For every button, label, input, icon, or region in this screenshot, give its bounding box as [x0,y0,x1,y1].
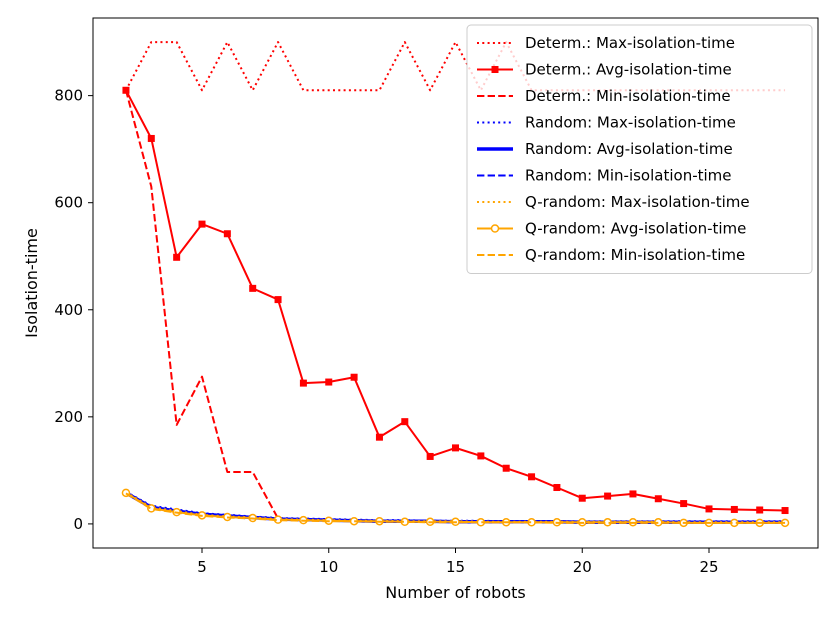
series-1-point-16 [528,473,536,481]
series-1-point-2 [173,253,181,261]
ticks-layer: 5 10 15 20 25 0 200 400 600 800 [54,87,718,576]
series-1-point-24 [730,505,738,513]
series-1-point-9 [350,373,358,381]
series-line-0 [125,41,786,92]
legend-item-3: Random: Max-isolation-time [477,114,736,132]
series-1-point-15 [502,464,510,472]
series-1-point-14 [477,452,485,460]
legend-item-4: Random: Avg-isolation-time [477,140,733,158]
x-tick-label-1: 10 [319,558,338,576]
y-tick-label-1: 200 [54,408,83,426]
y-tick-label-0: 0 [73,515,83,533]
series-0 [125,41,786,92]
y-tick-label-3: 600 [54,194,83,212]
series-1-point-22 [680,500,688,508]
series-8 [125,492,786,524]
series-1-point-10 [375,433,383,441]
series-1-point-3 [198,220,206,228]
series-1-point-1 [147,134,155,142]
series-1-point-20 [629,490,637,498]
series-1-point-19 [604,492,612,500]
legend-label-6: Q-random: Max-isolation-time [525,193,750,211]
y-tick-label-4: 800 [54,87,83,105]
series-1-point-5 [249,284,257,292]
series-1-point-26 [781,507,789,515]
x-tick-label-3: 20 [573,558,592,576]
series-line-8 [125,492,786,524]
x-tick-label-0: 5 [197,558,207,576]
series-1-point-23 [705,505,713,513]
legend-label-8: Q-random: Min-isolation-time [525,246,745,264]
series-1-point-4 [223,230,231,238]
legend-label-2: Determ.: Min-isolation-time [525,87,731,105]
legend-item-8: Q-random: Min-isolation-time [477,246,745,264]
y-axis-label: Isolation-time [22,228,41,338]
legend-box [466,24,813,274]
legend-item-1: Determ.: Avg-isolation-time [477,61,732,79]
series-1-point-21 [654,495,662,503]
y-tick-label-2: 400 [54,301,83,319]
series-1-point-8 [325,378,333,386]
legend-item-7: Q-random: Avg-isolation-time [477,220,746,238]
x-tick-label-2: 15 [446,558,465,576]
series-1-point-17 [553,484,561,492]
legend-label-5: Random: Min-isolation-time [525,167,732,185]
legend-label-3: Random: Max-isolation-time [525,114,736,132]
legend-item-2: Determ.: Min-isolation-time [477,87,731,105]
series-layer [121,41,790,528]
series-1-point-6 [274,296,282,304]
legend-item-6: Q-random: Max-isolation-time [477,193,750,211]
legend-label-7: Q-random: Avg-isolation-time [525,220,746,238]
legend: Determ.: Max-isolation-time Determ.: Avg-… [466,24,813,274]
legend-marker-1 [491,66,499,73]
series-1-point-18 [578,494,586,502]
series-1 [122,86,789,515]
series-1-point-13 [452,444,459,452]
legend-item-5: Random: Min-isolation-time [477,167,732,185]
series-1-point-12 [426,452,434,460]
series-1-point-11 [401,418,409,426]
legend-label-0: Determ.: Max-isolation-time [525,34,735,52]
legend-marker-7 [490,224,500,233]
legend-label-4: Random: Avg-isolation-time [525,140,733,158]
x-tick-label-4: 25 [699,558,718,576]
legend-label-1: Determ.: Avg-isolation-time [525,61,732,79]
legend-item-0: Determ.: Max-isolation-time [477,34,735,52]
series-1-point-7 [299,379,307,387]
series-1-point-25 [756,506,764,514]
series-7-point-1 [147,504,156,513]
x-axis-label: Number of robots [385,583,525,602]
